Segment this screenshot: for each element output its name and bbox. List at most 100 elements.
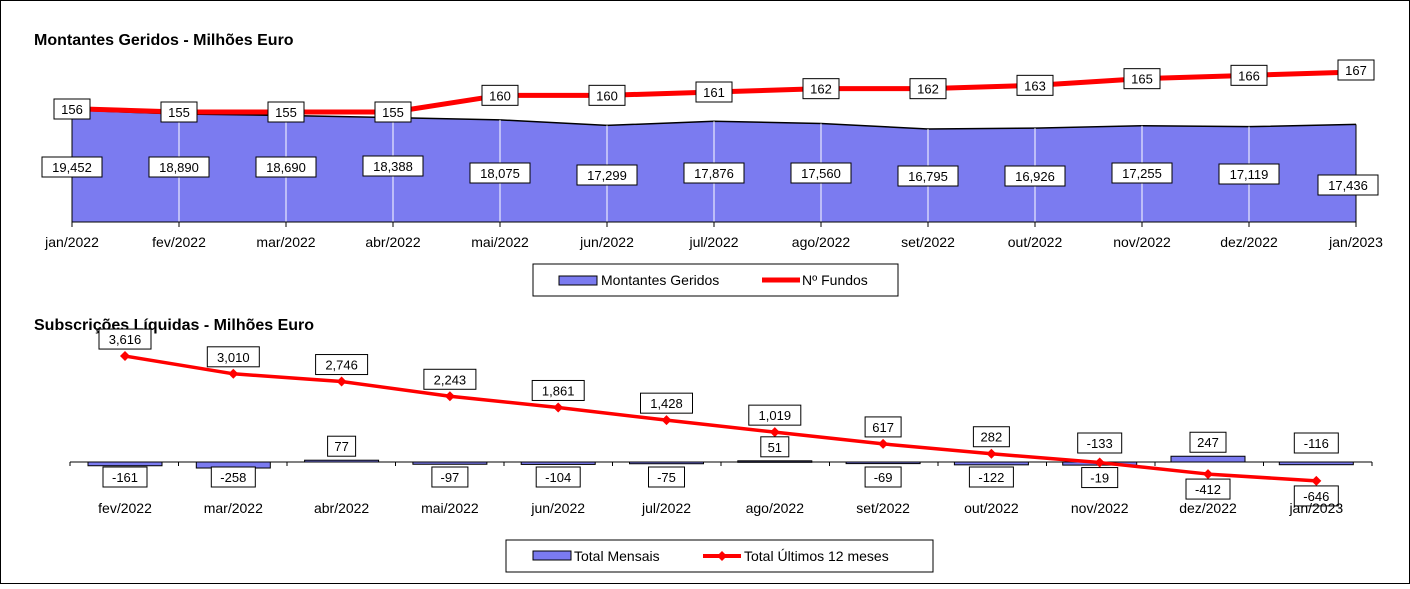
chart1-tick-labels: jan/2022 fev/2022 mar/2022 abr/2022 mai/2022…: [44, 234, 1383, 250]
fundos-label-5-box: [588, 84, 626, 106]
montantes-label-5-box: [576, 164, 638, 186]
total-mensais-label-2: 77: [334, 439, 348, 454]
montantes-label-9: 16,926: [1015, 169, 1055, 184]
chart2-tick-label-4: jun/2022: [530, 500, 585, 516]
montantes-label-4-box: [469, 162, 531, 184]
total-mensais-label-10: 247: [1197, 435, 1219, 450]
chart2-tick-labels: fev/2022 mar/2022 abr/2022 mai/2022 jun/2022…: [98, 500, 1343, 516]
total-12m-marker-3: [444, 391, 455, 402]
total-12m-marker-11: [1311, 475, 1322, 486]
fundos-label-1-box: [160, 101, 198, 123]
chart2-data-labels: 3,616 3,010 2,746 2,243 1,861 1,428 1,019 617 28…: [98, 328, 1339, 507]
fundos-label-12: 167: [1345, 63, 1367, 78]
total-mensais-label-4: -104: [545, 470, 571, 485]
total-12m-marker-4: [553, 402, 564, 413]
total-12m-label-3: 2,243: [434, 372, 467, 387]
total-12m-marker-1: [228, 368, 239, 379]
total-12m-label-9: -19: [1090, 471, 1109, 486]
chart1-tick-label-9: out/2022: [1008, 234, 1063, 250]
total-mensais-label-8: -122: [978, 470, 1004, 485]
total-12m-line: [124, 354, 1317, 483]
montantes-label-7: 17,560: [801, 166, 841, 181]
total-12m-label-0-box: [98, 328, 152, 350]
chart1-title: Montantes Geridos - Milhões Euro: [34, 32, 294, 49]
total-12m-marker-5: [661, 415, 672, 426]
fundos-label-1: 155: [168, 105, 190, 120]
total-12m-label-2-box: [315, 354, 369, 376]
total-12m-label-5-box: [640, 392, 693, 414]
total-mensais-label-3-box: [431, 466, 469, 488]
montantes-label-1-box: [148, 156, 210, 178]
total-mensais-label-5: -75: [657, 470, 676, 485]
chart2-tick-label-1: mar/2022: [204, 500, 263, 516]
montantes-label-4: 18,075: [480, 166, 520, 181]
legend-swatch-total-mensais: [532, 550, 572, 561]
fundos-label-4: 160: [489, 88, 511, 103]
fundos-label-10-box: [1123, 68, 1161, 90]
total-12m-label-2: 2,746: [325, 358, 358, 373]
total-12m-label-11: -646: [1303, 489, 1329, 504]
chart2-line-layer: [120, 351, 1322, 486]
fundos-label-3-box: [374, 101, 412, 123]
total-12m-marker-6: [769, 427, 780, 438]
total-12m-marker-8: [986, 448, 997, 459]
chart2-x-axis: [69, 461, 1373, 466]
total-12m-label-4: 1,861: [542, 383, 575, 398]
fundos-label-6: 161: [703, 85, 725, 100]
legend-label-total-mensais: Total Mensais: [574, 548, 660, 564]
montantes-label-0-box: [41, 156, 103, 178]
montantes-label-8: 16,795: [908, 169, 948, 184]
fundos-label-12-box: [1337, 59, 1375, 81]
total-mensais-label-11-box: [1293, 432, 1339, 454]
montantes-label-1: 18,890: [159, 160, 199, 175]
montantes-label-9-box: [1004, 165, 1066, 187]
fundos-label-7-box: [802, 78, 840, 100]
chart1-tick-label-3: abr/2022: [365, 234, 420, 250]
legend-label-total-12m: Total Últimos 12 meses: [744, 548, 889, 564]
fundos-label-10: 165: [1131, 72, 1153, 87]
total-mensais-label-5-box: [648, 466, 685, 488]
montantes-label-2: 18,690: [266, 160, 306, 175]
fundos-label-0: 156: [61, 102, 83, 117]
fundos-label-7: 162: [810, 82, 832, 97]
montantes-label-12-box: [1317, 174, 1379, 196]
total-12m-marker-2: [336, 376, 347, 387]
total-12m-label-8-box: [972, 426, 1010, 448]
fundos-label-0-box: [53, 98, 91, 120]
chart2-tick-label-5: jul/2022: [641, 500, 691, 516]
chart1-data-labels: 19,452 18,890 18,690 18,388 18,075 17,299 17,8…: [41, 59, 1379, 196]
total-mensais-label-2-box: [327, 435, 357, 457]
montantes-label-8-box: [897, 165, 959, 187]
total-12m-label-4-box: [531, 379, 585, 401]
total-12m-label-5: 1,428: [650, 396, 683, 411]
fundos-label-9-box: [1016, 74, 1054, 96]
fundos-label-2-box: [267, 101, 305, 123]
total-mensais-label-11: -116: [1304, 436, 1329, 451]
chart2-tick-label-10: dez/2022: [1179, 500, 1237, 516]
total-12m-label-9-box: [1081, 467, 1119, 489]
montantes-label-12: 17,436: [1328, 178, 1368, 193]
fundos-label-9: 163: [1024, 78, 1046, 93]
montantes-label-11: 17,119: [1230, 167, 1269, 182]
chart1-tick-label-0: jan/2022: [44, 234, 99, 250]
fundos-label-8-box: [909, 78, 947, 100]
total-12m-label-6-box: [748, 404, 802, 426]
montantes-label-6-box: [683, 162, 745, 184]
chart2-tick-label-11: jan/2023: [1288, 500, 1343, 516]
total-mensais-label-0-box: [102, 466, 148, 488]
total-12m-label-0: 3,616: [109, 332, 142, 347]
fundos-label-2: 155: [275, 105, 297, 120]
montantes-label-0: 19,452: [52, 160, 92, 175]
chart2-tick-label-2: abr/2022: [314, 500, 369, 516]
total-12m-label-7-box: [864, 416, 902, 438]
montantes-label-7-box: [790, 162, 852, 184]
montantes-label-3-box: [362, 155, 424, 177]
total-12m-label-8: 282: [981, 430, 1003, 445]
chart1-tick-label-5: jun/2022: [579, 234, 634, 250]
chart1-tick-label-6: jul/2022: [688, 234, 738, 250]
total-mensais-label-10-box: [1189, 431, 1227, 453]
total-12m-label-10: -412: [1195, 482, 1221, 497]
total-mensais-label-9-box: [1077, 432, 1123, 454]
